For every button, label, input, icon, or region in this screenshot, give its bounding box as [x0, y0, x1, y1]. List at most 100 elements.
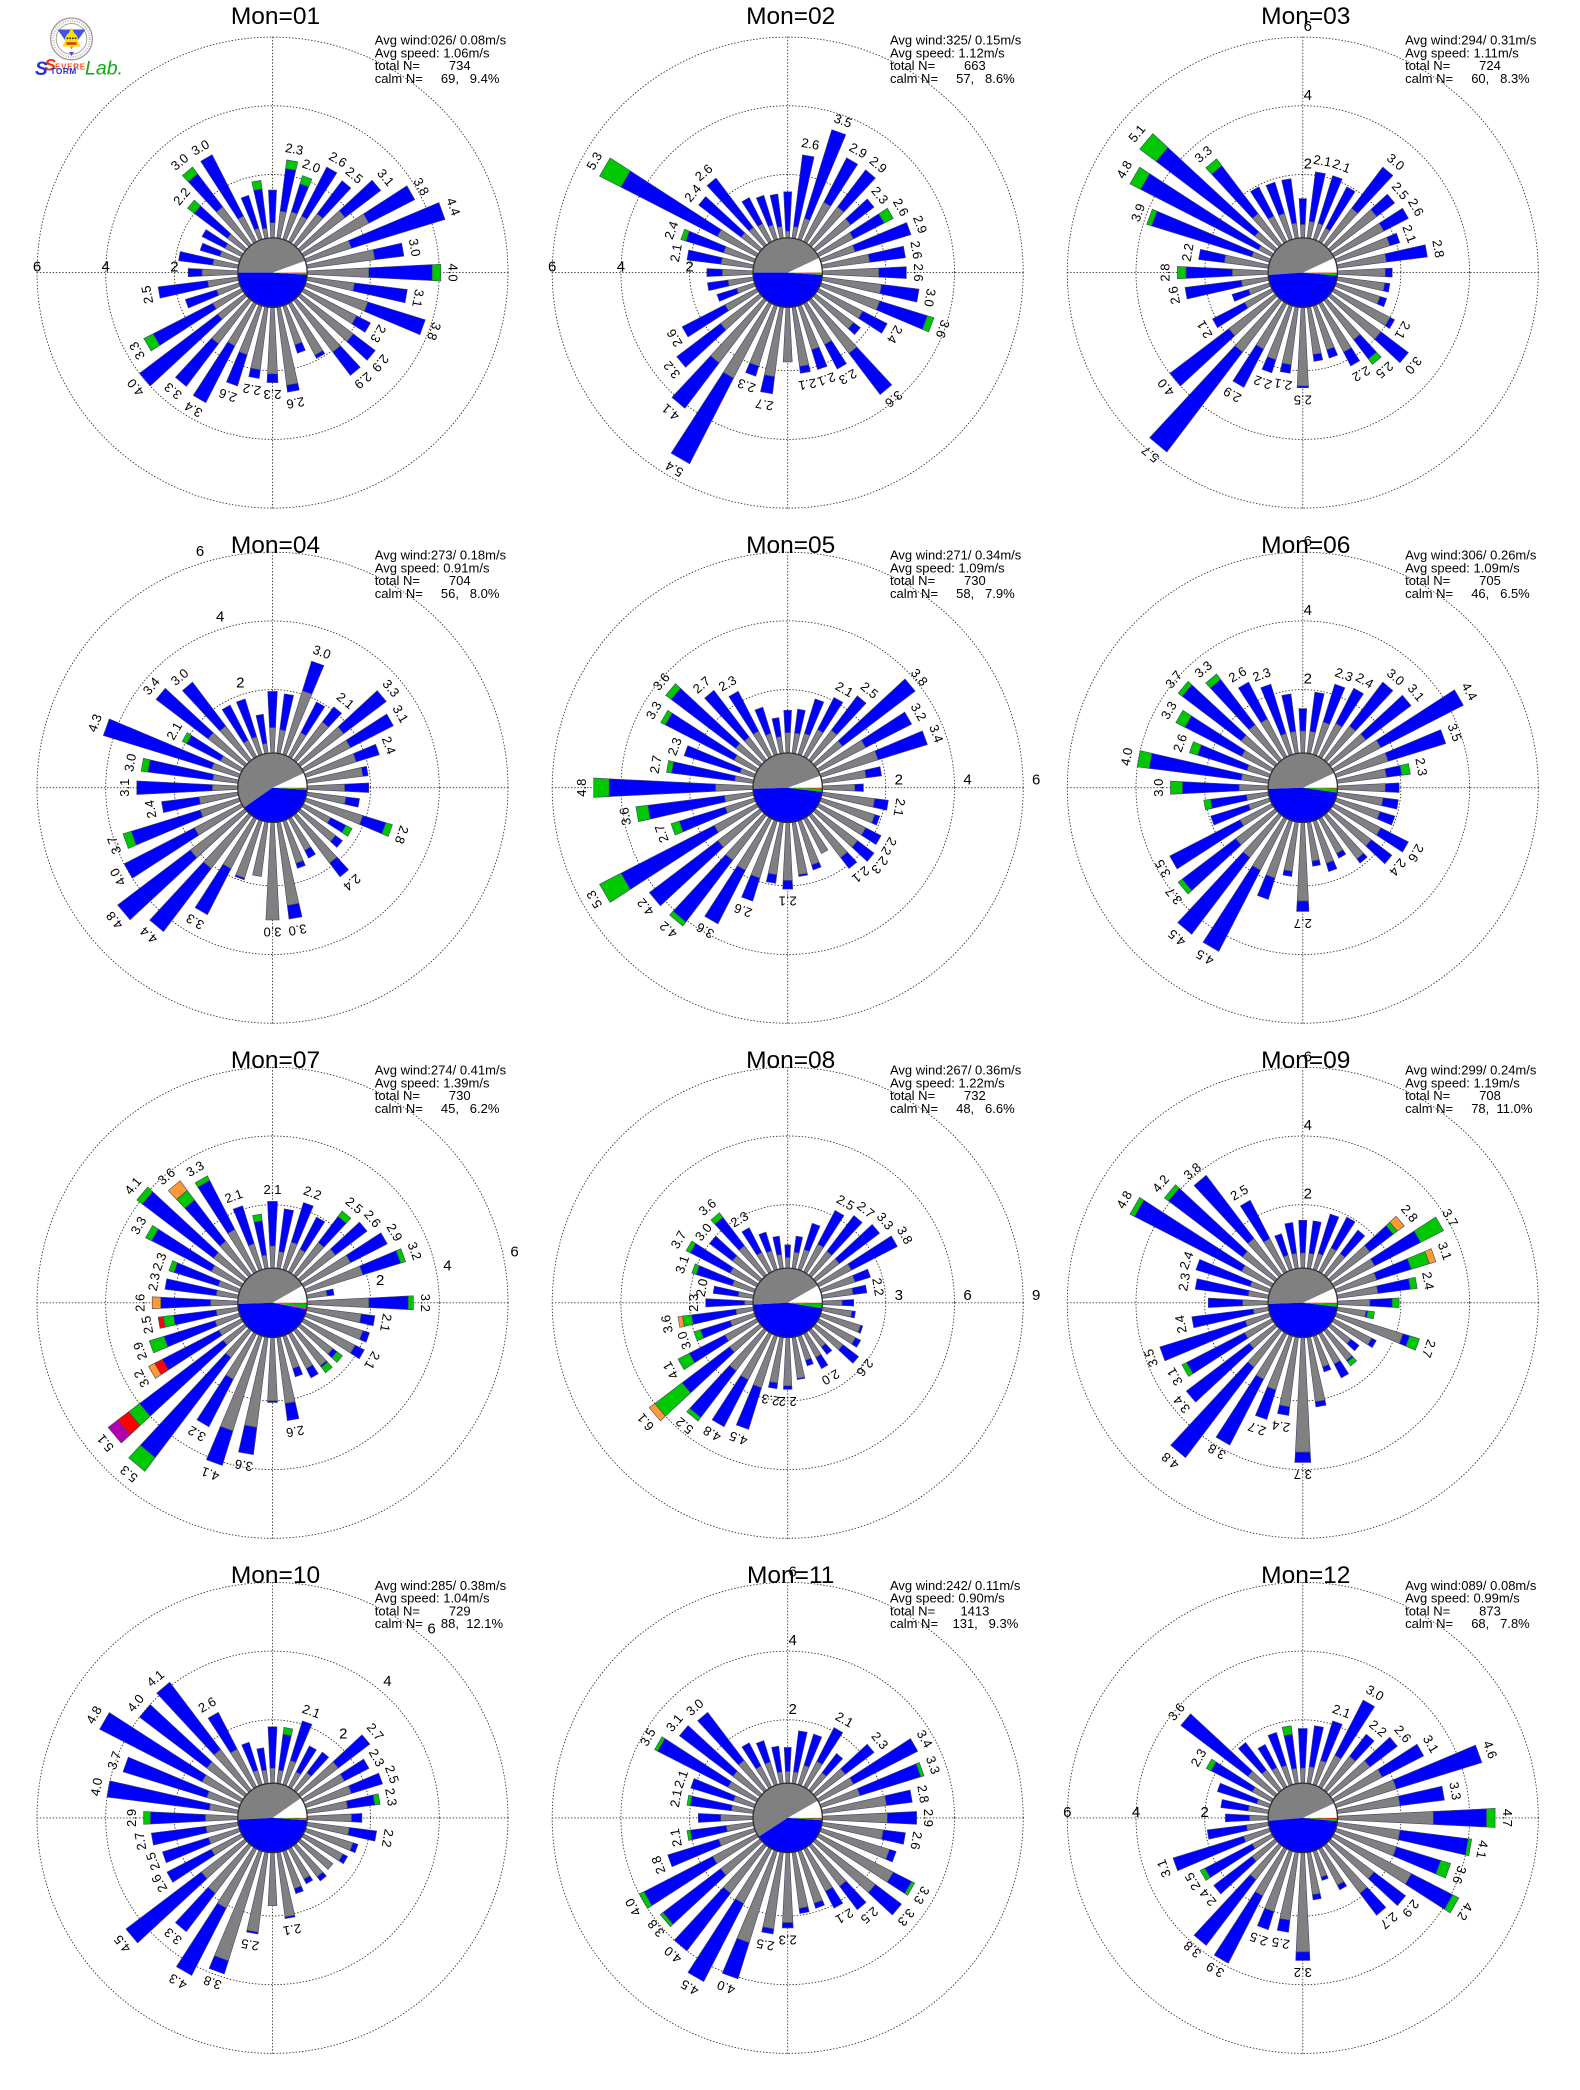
svg-text:6: 6 [963, 1287, 971, 1304]
svg-text:2: 2 [895, 772, 903, 789]
svg-text:4: 4 [1304, 602, 1312, 619]
svg-text:6: 6 [510, 1243, 518, 1260]
svg-text:total N= 734: total N= 734 [375, 58, 471, 73]
svg-text:total N= 663: total N= 663 [890, 58, 986, 73]
svg-text:Avg wind:274/ 0.41m/s: Avg wind:274/ 0.41m/s [375, 1063, 507, 1078]
svg-text:2.2: 2.2 [779, 1394, 797, 1409]
svg-text:3.5: 3.5 [1141, 1347, 1161, 1369]
svg-text:Avg wind:089/ 0.08m/s: Avg wind:089/ 0.08m/s [1405, 1578, 1537, 1593]
svg-text:2.3: 2.3 [779, 1933, 797, 1948]
svg-text:3.0: 3.0 [1151, 779, 1166, 797]
svg-text:Avg wind:294/ 0.31m/s: Avg wind:294/ 0.31m/s [1405, 33, 1537, 48]
svg-text:3.0: 3.0 [406, 237, 424, 257]
svg-text:2.3: 2.3 [149, 1251, 169, 1273]
svg-text:3.3: 3.3 [923, 1754, 943, 1776]
svg-text:2.8: 2.8 [1429, 238, 1447, 258]
svg-text:2.7: 2.7 [1294, 916, 1312, 931]
svg-text:2.4: 2.4 [1176, 1249, 1196, 1271]
svg-text:Avg speed: 1.22m/s: Avg speed: 1.22m/s [890, 1076, 1005, 1091]
svg-text:Avg speed: 1.09m/s: Avg speed: 1.09m/s [890, 560, 1005, 575]
svg-text:3.0: 3.0 [921, 287, 939, 307]
svg-text:total N= 732: total N= 732 [890, 1088, 986, 1103]
svg-text:2.1: 2.1 [1399, 223, 1419, 245]
svg-text:Mon=02: Mon=02 [746, 3, 835, 30]
svg-text:2.4: 2.4 [379, 734, 399, 756]
svg-text:2.1: 2.1 [667, 1827, 685, 1847]
svg-text:4: 4 [383, 1673, 391, 1690]
svg-text:2.9: 2.9 [124, 1809, 139, 1827]
svg-text:2.3: 2.3 [1412, 757, 1430, 777]
svg-text:Mon=04: Mon=04 [231, 532, 320, 559]
svg-text:Avg speed: 0.90m/s: Avg speed: 0.90m/s [890, 1591, 1005, 1606]
svg-text:3.1: 3.1 [1435, 1240, 1455, 1262]
svg-text:2.4: 2.4 [142, 799, 160, 819]
svg-text:2.3: 2.3 [1251, 664, 1273, 684]
svg-text:total N= 730: total N= 730 [890, 573, 986, 588]
svg-text:3.1: 3.1 [409, 288, 427, 308]
svg-text:3.8: 3.8 [424, 320, 444, 342]
svg-text:2.4: 2.4 [1419, 1270, 1437, 1290]
svg-text:6: 6 [196, 543, 204, 560]
svg-text:Mon=08: Mon=08 [746, 1047, 835, 1074]
svg-text:2.9: 2.9 [921, 1809, 936, 1827]
svg-text:2.2: 2.2 [1252, 372, 1274, 392]
svg-text:3.0: 3.0 [674, 1329, 694, 1351]
svg-text:2.7: 2.7 [131, 1831, 149, 1851]
svg-text:2.1: 2.1 [815, 369, 837, 389]
svg-text:2.7: 2.7 [1246, 1419, 1268, 1439]
svg-text:2.1: 2.1 [1312, 152, 1332, 170]
svg-text:calm N= 88, 12.1%: calm N= 88, 12.1% [375, 1616, 504, 1631]
svg-text:2.5: 2.5 [1294, 392, 1312, 407]
svg-text:2.5: 2.5 [755, 1936, 775, 1954]
svg-text:2.6: 2.6 [907, 240, 925, 260]
svg-text:calm N= 60, 8.3%: calm N= 60, 8.3% [1405, 71, 1530, 86]
svg-text:2.8: 2.8 [914, 1784, 932, 1804]
svg-text:2: 2 [1201, 1804, 1209, 1821]
svg-text:2.5: 2.5 [143, 1850, 163, 1872]
svg-text:4.6: 4.6 [1480, 1739, 1500, 1761]
svg-text:Avg speed: 1.11m/s: Avg speed: 1.11m/s [1405, 45, 1519, 60]
svg-text:3.7: 3.7 [104, 1749, 124, 1771]
svg-text:2.2: 2.2 [301, 1183, 323, 1203]
svg-text:2.1: 2.1 [891, 797, 909, 817]
svg-text:2.1: 2.1 [779, 894, 797, 909]
svg-text:2: 2 [339, 1726, 347, 1743]
svg-text:2.9: 2.9 [130, 1340, 150, 1362]
svg-text:3.0: 3.0 [311, 642, 333, 662]
svg-text:total N= 704: total N= 704 [375, 573, 471, 588]
svg-text:2.9: 2.9 [910, 213, 930, 235]
svg-text:calm N= 69, 9.4%: calm N= 69, 9.4% [375, 71, 500, 86]
svg-text:2.1: 2.1 [1331, 156, 1353, 176]
svg-text:3.6: 3.6 [658, 1314, 676, 1334]
svg-text:4: 4 [1132, 1804, 1140, 1821]
svg-text:Avg speed: 0.99m/s: Avg speed: 0.99m/s [1405, 1591, 1520, 1606]
svg-text:4: 4 [963, 772, 971, 789]
svg-text:2.4: 2.4 [1172, 1314, 1190, 1334]
svg-text:3.5: 3.5 [832, 111, 854, 131]
svg-text:3.7: 3.7 [104, 834, 124, 856]
svg-text:2.3: 2.3 [382, 1787, 400, 1807]
svg-text:3.0: 3.0 [263, 925, 281, 940]
svg-text:2.8: 2.8 [392, 824, 412, 846]
svg-text:calm N= 46, 6.5%: calm N= 46, 6.5% [1405, 586, 1530, 601]
svg-text:Mon=07: Mon=07 [231, 1047, 320, 1074]
svg-text:2.2: 2.2 [1179, 242, 1197, 262]
svg-text:total N= 873: total N= 873 [1405, 1603, 1501, 1618]
svg-text:2.3: 2.3 [1333, 664, 1355, 684]
svg-text:2.3: 2.3 [284, 140, 304, 158]
svg-text:4.0: 4.0 [1118, 746, 1136, 766]
svg-text:4.0: 4.0 [446, 264, 461, 282]
svg-text:2.1: 2.1 [263, 1182, 281, 1197]
svg-text:4: 4 [216, 609, 224, 626]
svg-text:2.6: 2.6 [285, 394, 305, 412]
svg-text:2.1: 2.1 [300, 1701, 322, 1721]
svg-text:2.3: 2.3 [760, 1391, 780, 1409]
svg-text:2.4: 2.4 [1271, 1417, 1291, 1435]
svg-text:2.6: 2.6 [217, 385, 239, 405]
svg-text:2: 2 [376, 1272, 384, 1289]
svg-text:6: 6 [1304, 1048, 1312, 1065]
svg-text:calm N= 78, 11.0%: calm N= 78, 11.0% [1405, 1101, 1533, 1116]
svg-text:4.1: 4.1 [1473, 1839, 1491, 1859]
svg-text:3.6: 3.6 [234, 1456, 254, 1474]
svg-text:2: 2 [1304, 156, 1312, 173]
